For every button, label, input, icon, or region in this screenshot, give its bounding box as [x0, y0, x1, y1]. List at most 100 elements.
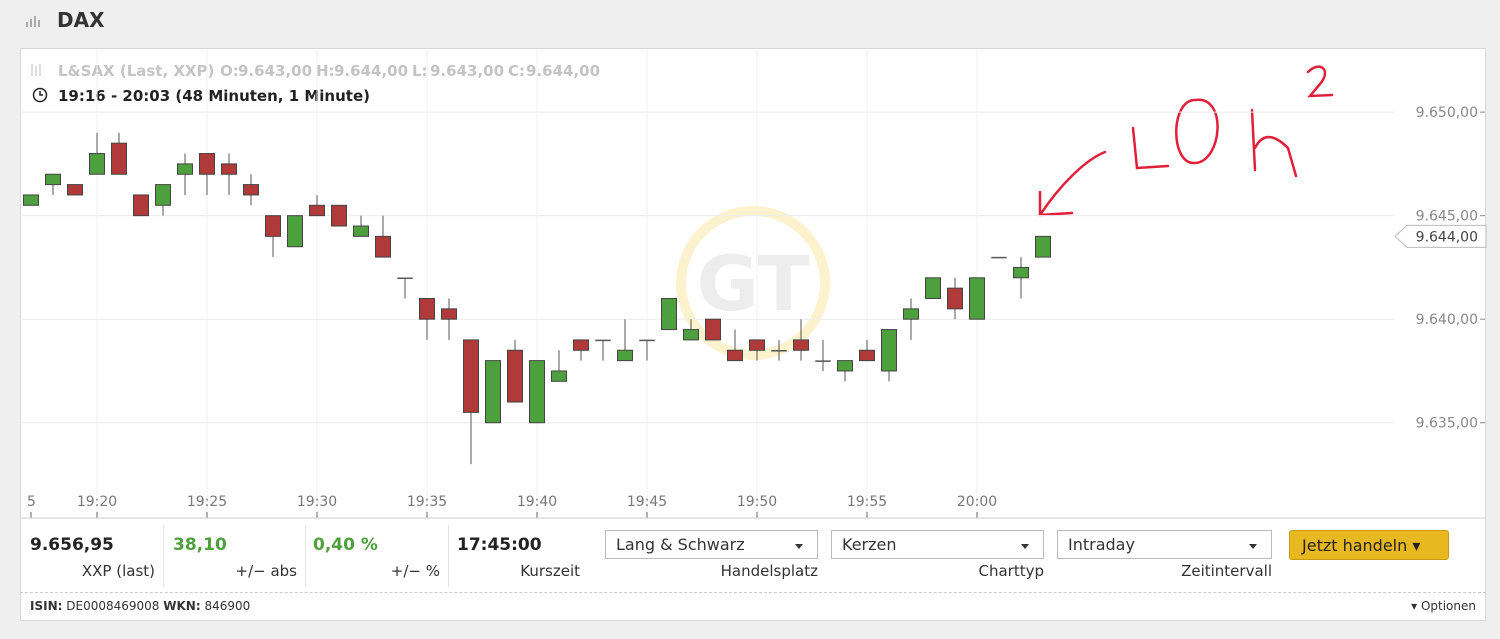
x-tick-label: 19:45 — [627, 494, 667, 510]
quote-value: 17:45:00 — [457, 535, 542, 555]
candle-body — [89, 153, 105, 175]
candle-body — [375, 235, 391, 258]
candle-body — [573, 339, 589, 351]
candle-body — [485, 360, 501, 424]
candle-body — [881, 329, 897, 372]
candle-body — [67, 184, 83, 196]
ohlc-label: H: — [316, 62, 335, 80]
quote-label: +/− abs — [235, 562, 298, 580]
candle-body — [859, 349, 875, 362]
x-tick-label: 19:55 — [847, 494, 887, 510]
candle-body — [815, 360, 831, 362]
candle-body — [617, 349, 633, 362]
chart-panel — [20, 48, 1486, 621]
candle-body — [661, 297, 677, 331]
candle-body — [45, 173, 61, 186]
footer-ids: ISIN: DE0008469008 WKN: 846900 — [30, 599, 250, 613]
candle-body — [441, 308, 457, 320]
ohlc-label: O: — [220, 62, 239, 80]
price-tag-label: 9.644,00 — [1416, 229, 1478, 245]
candle-body — [969, 277, 985, 320]
candle-body — [727, 349, 743, 362]
x-tick-label: 20:00 — [957, 494, 997, 510]
candle-body — [177, 163, 193, 175]
candle-body — [23, 194, 39, 206]
quote-label: Kurszeit — [520, 562, 580, 580]
select[interactable]: Kerzen — [831, 530, 1044, 559]
candle-body — [837, 360, 853, 372]
candle-body — [551, 370, 567, 382]
quote-sep — [305, 525, 306, 587]
bars-icon — [26, 16, 40, 27]
candle-body — [903, 308, 919, 320]
candle-body — [309, 204, 325, 217]
candle-body — [771, 350, 787, 352]
ohlc-value: 9.643,00 — [430, 62, 504, 80]
candle-body — [595, 339, 611, 342]
y-tick-label: 9.645,00 — [1416, 209, 1478, 225]
options-link[interactable]: ▾ Optionen — [1411, 599, 1476, 613]
candle-body — [925, 277, 941, 299]
x-tick-label: 5 — [27, 494, 36, 510]
y-tick-label: 9.635,00 — [1416, 416, 1478, 432]
ohlc-value: 9.644,00 — [526, 62, 600, 80]
clock-icon — [32, 87, 48, 103]
x-tick-label: 19:35 — [407, 494, 447, 510]
candle-body — [991, 256, 1007, 259]
quote-value: 38,10 — [173, 535, 227, 555]
ohlc-value: 9.643,00 — [238, 62, 312, 80]
quote-value: 9.656,95 — [30, 535, 114, 555]
wkn-label: WKN: — [163, 599, 201, 613]
options-text[interactable]: Optionen — [1420, 599, 1476, 613]
candle-body — [463, 339, 479, 413]
candle-body — [947, 287, 963, 310]
quote-label: XXP (last) — [81, 562, 155, 580]
ohlc-icon — [31, 64, 41, 76]
candle-body — [683, 329, 699, 341]
candle-body — [397, 277, 413, 280]
isin: DE0008469008 — [66, 599, 160, 613]
candle-body — [243, 184, 259, 196]
select-label: Zeitintervall — [1181, 562, 1272, 580]
select-label: Charttyp — [978, 562, 1044, 580]
divider — [20, 592, 1486, 593]
handwriting — [1038, 65, 1334, 217]
candle-body — [155, 184, 171, 206]
isin-label: ISIN: — [30, 599, 63, 613]
svg-text:GT: GT — [697, 239, 810, 328]
candle-body — [705, 318, 721, 341]
candle-body — [221, 163, 237, 175]
quote-value: 0,40 % — [313, 535, 378, 555]
x-tick-label: 19:40 — [517, 494, 557, 510]
ohlc-value: 9.644,00 — [334, 62, 408, 80]
select-label: Handelsplatz — [720, 562, 818, 580]
button-text[interactable]: Jetzt handeln — [1302, 536, 1408, 555]
candle-body — [529, 360, 545, 424]
candle-body — [353, 225, 369, 237]
x-tick-label: 19:25 — [187, 494, 227, 510]
candle-body — [331, 204, 347, 227]
candle-body — [793, 339, 809, 351]
x-tick-label: 19:20 — [77, 494, 117, 510]
candle-body — [1035, 235, 1051, 258]
candle-body — [265, 215, 281, 237]
candle-body — [507, 349, 523, 403]
ohlc-label: C: — [508, 62, 525, 80]
price-tag — [1394, 224, 1487, 248]
candle-body — [419, 297, 435, 320]
candle-body — [133, 194, 149, 217]
timespan: 19:16 - 20:03 (48 Minuten, 1 Minute) — [58, 87, 370, 105]
page-title: DAX — [57, 8, 105, 32]
watermark: GT — [676, 206, 830, 360]
trade-button[interactable]: Jetzt handeln ▾ — [1289, 530, 1449, 560]
select[interactable]: Intraday — [1057, 530, 1272, 559]
quote-sep — [448, 525, 449, 587]
instrument: L&SAX (Last, XXP) — [58, 62, 214, 80]
candle-body — [199, 153, 215, 175]
candle-body — [1013, 266, 1029, 279]
x-tick-label: 19:30 — [297, 494, 337, 510]
select[interactable]: Lang & Schwarz — [605, 530, 818, 559]
y-tick-label: 9.650,00 — [1416, 105, 1478, 121]
ohlc-label: L: — [412, 62, 428, 80]
